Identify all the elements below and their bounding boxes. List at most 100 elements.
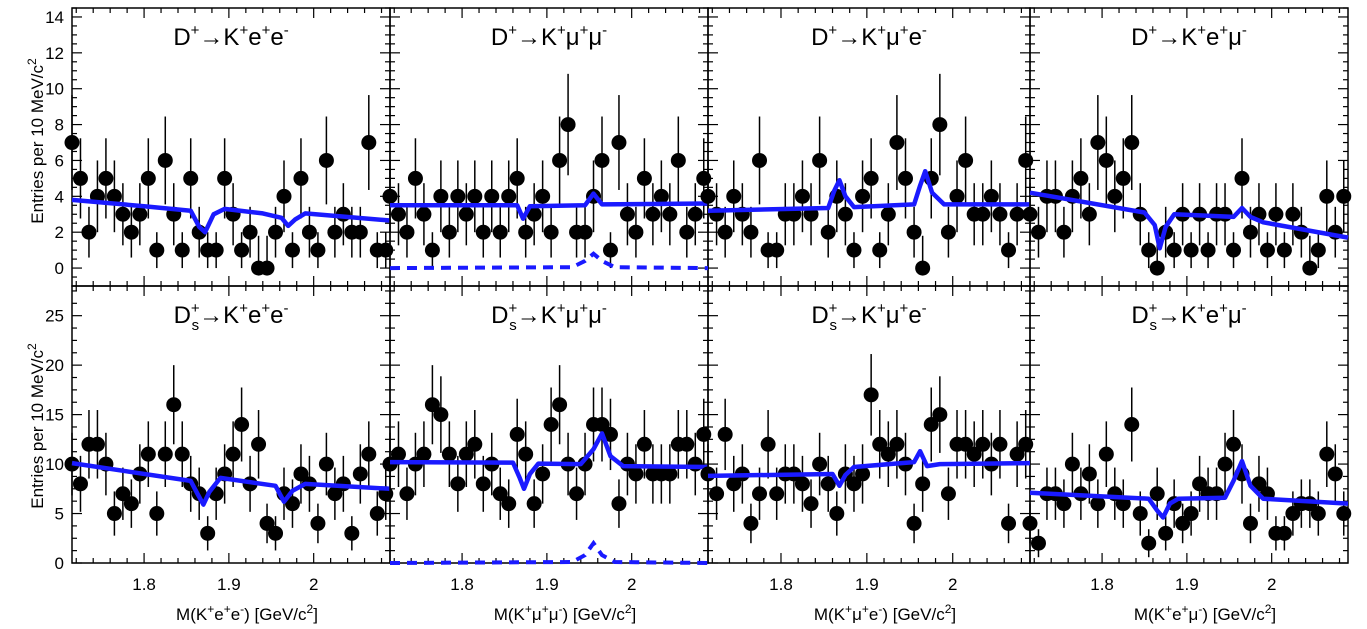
- data-point: [501, 188, 517, 204]
- data-point: [458, 206, 474, 222]
- data-point: [628, 466, 644, 482]
- data-point: [518, 446, 534, 462]
- x-axis-title: M(K+e+e-) [GeV/c2]: [176, 602, 318, 624]
- data-point: [1183, 506, 1199, 522]
- data-point: [318, 456, 334, 472]
- data-point: [1056, 496, 1072, 512]
- data-point: [106, 506, 122, 522]
- x-tick-label: 1.9: [855, 575, 879, 594]
- data-point: [441, 224, 457, 240]
- fit-curve: [707, 448, 1031, 489]
- data-point: [1336, 188, 1352, 204]
- data-point: [619, 206, 635, 222]
- data-point: [897, 170, 913, 186]
- data-point: [975, 206, 991, 222]
- data-point: [382, 188, 398, 204]
- data-point: [1141, 535, 1157, 551]
- data-point: [352, 466, 368, 482]
- data-point: [992, 436, 1008, 452]
- data-point: [1259, 242, 1275, 258]
- data-point: [115, 486, 131, 502]
- data-point: [234, 242, 250, 258]
- data-point: [208, 242, 224, 258]
- data-point: [645, 206, 661, 222]
- y-tick-label: 15: [45, 406, 64, 425]
- panel-title: D+ s→K+μ+μ-: [491, 300, 607, 334]
- panel-title: D+ s→K+e+e-: [174, 300, 289, 334]
- data-point: [855, 466, 871, 482]
- data-point: [594, 417, 610, 432]
- data-point: [726, 188, 742, 204]
- fit-curve: [71, 460, 391, 507]
- data-point: [863, 387, 879, 403]
- data-point: [293, 170, 309, 186]
- data-point: [636, 170, 652, 186]
- data-point: [501, 496, 517, 512]
- data-point: [123, 496, 139, 512]
- data-point: [1166, 242, 1182, 258]
- data-point: [1285, 206, 1301, 222]
- panel-title: D+→K+μ+e-: [811, 22, 927, 51]
- data-point: [64, 135, 80, 151]
- data-point: [1336, 506, 1352, 522]
- data-point: [846, 476, 862, 492]
- data-point: [949, 188, 965, 204]
- panel-title: D+→K+e+e-: [173, 22, 288, 51]
- data-point: [863, 170, 879, 186]
- x-tick-label: 2: [1267, 575, 1276, 594]
- x-tick-label: 1.8: [769, 575, 793, 594]
- data-point: [1115, 170, 1131, 186]
- data-point: [846, 242, 862, 258]
- data-point: [687, 206, 703, 222]
- data-point: [441, 446, 457, 462]
- data-point: [344, 525, 360, 541]
- y-tick-label: 0: [55, 259, 64, 278]
- data-point: [1149, 260, 1165, 276]
- data-point: [259, 260, 275, 276]
- data-point: [293, 466, 309, 482]
- fit-curve: [1029, 190, 1349, 251]
- data-point: [416, 446, 432, 462]
- data-point: [1115, 496, 1131, 512]
- fit-curve: [389, 431, 709, 492]
- data-point: [492, 224, 508, 240]
- data-point: [820, 224, 836, 240]
- data-point: [149, 506, 165, 522]
- data-point: [726, 476, 742, 492]
- data-point: [284, 242, 300, 258]
- data-point: [526, 206, 542, 222]
- data-point: [696, 426, 712, 442]
- data-point: [259, 515, 275, 531]
- data-point: [390, 446, 406, 462]
- x-axis-title: M(K+e+μ-) [GeV/c2]: [1134, 602, 1276, 624]
- data-point: [543, 224, 559, 240]
- data-point: [310, 515, 326, 531]
- data-point: [1217, 456, 1233, 472]
- data-point: [284, 496, 300, 512]
- y-tick-label: 20: [45, 356, 64, 375]
- data-point: [89, 436, 105, 452]
- data-point: [1124, 417, 1140, 432]
- data-point: [310, 242, 326, 258]
- data-point: [72, 170, 88, 186]
- panel: D+→K+e+e-: [64, 22, 394, 276]
- data-point: [743, 515, 759, 531]
- data-point: [717, 426, 733, 442]
- data-point: [752, 152, 768, 168]
- fit-curve: [1029, 458, 1349, 520]
- y-tick-label: 4: [55, 187, 64, 206]
- signal-curve: [389, 539, 709, 565]
- data-point: [829, 506, 845, 522]
- data-point: [81, 224, 97, 240]
- data-point: [932, 407, 948, 423]
- data-point: [855, 188, 871, 204]
- data-point: [1319, 188, 1335, 204]
- panel: D+ s→K+e+e-: [64, 300, 394, 551]
- data-point: [327, 486, 343, 502]
- data-point: [1098, 152, 1114, 168]
- data-point: [769, 486, 785, 502]
- data-point: [225, 446, 241, 462]
- data-point: [399, 224, 415, 240]
- data-point: [687, 456, 703, 472]
